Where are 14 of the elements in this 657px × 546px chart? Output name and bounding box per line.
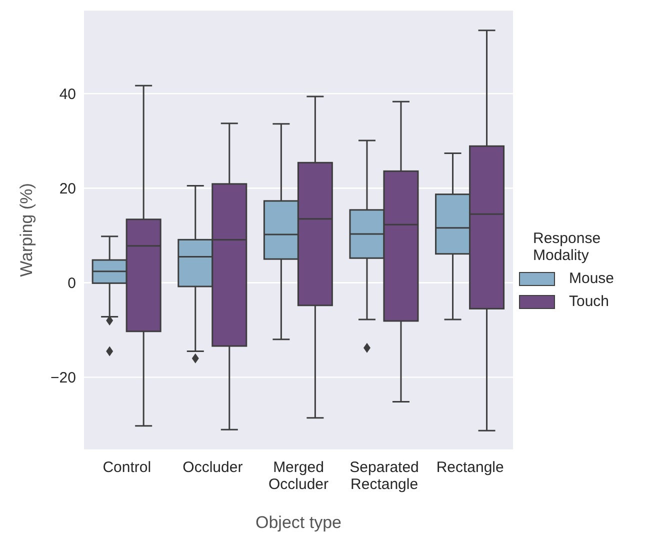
y-tick-label: 20 — [59, 180, 76, 198]
x-tick-label: Merged Occluder — [268, 459, 329, 493]
y-axis-title: Warping (%) — [17, 183, 36, 277]
x-tick-label: Occluder — [182, 459, 243, 476]
x-tick-label: Rectangle — [436, 459, 504, 476]
legend-label: Touch — [569, 293, 610, 310]
y-tick-label: −20 — [50, 370, 76, 387]
legend-label: Mouse — [569, 270, 614, 287]
x-tick-label: Separated Rectangle — [350, 459, 419, 493]
y-tick-label: 40 — [59, 86, 76, 103]
y-tick-label: 0 — [68, 275, 76, 292]
x-tick-label: Control — [102, 459, 152, 476]
legend-title: Response Modality — [533, 230, 602, 264]
x-axis-title: Object type — [256, 513, 342, 532]
